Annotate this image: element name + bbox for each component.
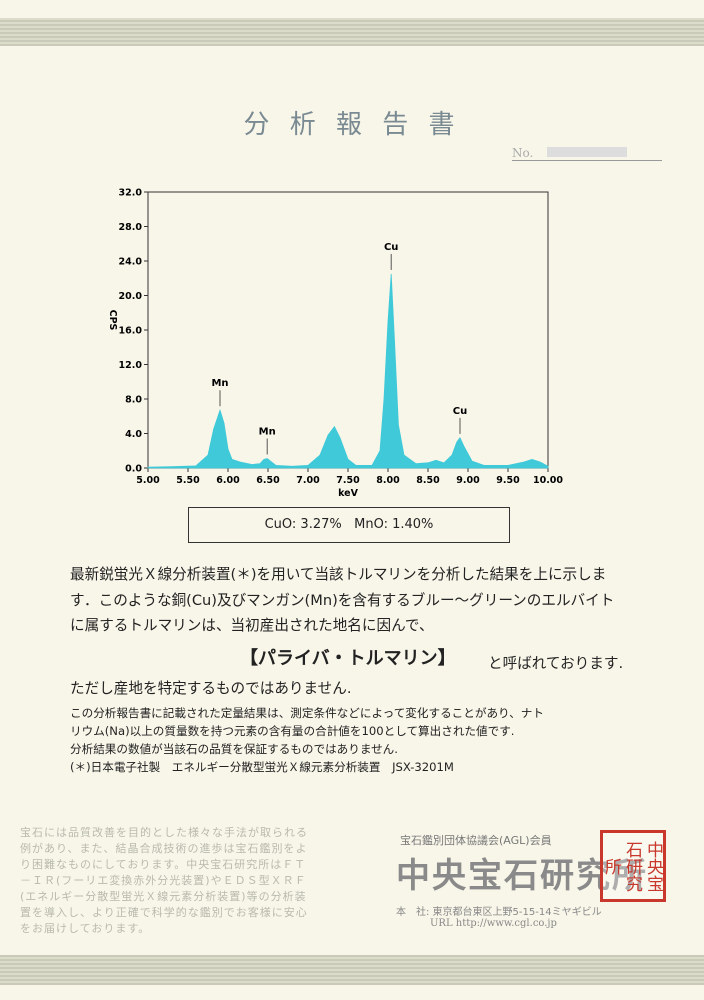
redacted-number [547, 147, 628, 157]
url: URL http://www.cgl.co.jp [430, 918, 557, 929]
y-axis-label: CPS [107, 310, 118, 331]
body-line: 最新鋭蛍光Ｘ線分析装置(＊)を用いて当該トルマリンを分析した結果を上に示しま [70, 566, 607, 583]
disclaimer-line: をお届けしております。 [20, 922, 151, 935]
y-tick-label: 0.0 [125, 464, 142, 475]
disclaimer-line: り困難なものにしております。中央宝石研究所はＦＴ [20, 858, 307, 871]
note: (＊)日本電子社製 エネルギー分散型蛍光Ｘ線元素分析装置 JSX-3201M [70, 760, 454, 774]
report-number: No. [512, 146, 662, 161]
x-tick-label: 10.00 [533, 475, 563, 486]
y-tick-label: 20.0 [119, 291, 143, 302]
y-tick-label: 16.0 [119, 326, 143, 337]
body-line: に属するトルマリンは、当初産出された地名に因んで、 [70, 617, 434, 634]
x-tick-label: 8.50 [416, 475, 440, 486]
result-box: CuO: 3.27% MnO: 1.40% [188, 507, 510, 543]
disclaimer-line: (エネルギー分散型蛍光Ｘ線元素分析装置)等の分析装 [20, 890, 307, 903]
number-label: No. [512, 146, 534, 160]
y-tick-label: 8.0 [125, 395, 142, 406]
bottom-border [0, 955, 704, 985]
y-tick-label: 4.0 [125, 429, 142, 440]
y-tick-label: 28.0 [119, 222, 143, 233]
disclaimer-line: 置を導入し、より正確で科学的な鑑別でお客様に安心 [20, 906, 308, 919]
plot-frame [147, 191, 549, 469]
x-tick-label: 7.50 [336, 475, 360, 486]
x-axis-label: keV [338, 488, 359, 499]
spectrum-chart: 0.0 4.0 8.0 12.0 16.0 20.0 24.0 28.0 32.0 5.00 5.5… [107, 188, 563, 500]
x-tick-label: 9.00 [456, 475, 480, 486]
company-name: 中央宝石研究所 [396, 856, 648, 896]
x-tick-label: 5.50 [176, 475, 200, 486]
y-tick-label: 12.0 [119, 360, 143, 371]
disclaimer-line: 宝石には品質改善を目的とした様々な手法が取られる [20, 826, 308, 839]
seal: 中央宝石研究所 [600, 830, 666, 902]
y-tick-label: 32.0 [119, 188, 143, 199]
peak-label: Cu [384, 242, 398, 253]
y-tick-label: 24.0 [119, 257, 143, 268]
disclaimer-line: 例があり、また、結晶合成技術の進歩は宝石鑑別をよ [20, 842, 308, 855]
x-tick-label: 9.50 [496, 475, 520, 486]
name-suffix: と呼ばれております. [488, 655, 624, 672]
body-line: す．このような銅(Cu)及びマンガン(Mn)を含有するブルー～グリーンのエルバイ… [70, 592, 615, 609]
disclaimer-line: －ＩＲ(フーリエ変換赤外分光装置)やＥＤＳ型ＸＲＦ [20, 874, 307, 887]
membership: 宝石鑑別団体協議会(AGL)会員 [400, 834, 552, 847]
stone-name: 【パライバ・トルマリン】 [240, 648, 456, 669]
x-tick-label: 8.00 [376, 475, 400, 486]
note: 分析結果の数値が当該石の品質を保証するものではありません. [70, 742, 398, 756]
x-tick-label: 6.50 [256, 475, 280, 486]
top-border [0, 18, 704, 46]
peak-label: Mn [211, 378, 228, 389]
body-line: ただし産地を特定するものではありません. [70, 680, 352, 697]
x-tick-label: 5.00 [136, 475, 160, 486]
address: 本 社: 東京都台東区上野5-15-14ミヤギビル [396, 907, 602, 918]
report-title: 分 析 報 告 書 [243, 110, 461, 140]
x-tick-label: 6.00 [216, 475, 240, 486]
x-tick-label: 7.00 [296, 475, 320, 486]
peak-label: Cu [453, 406, 467, 417]
note: リウム(Na)以上の質量数を持つ元素の含有量の合計値を100として算出された値で… [70, 724, 515, 738]
note: この分析報告書に記載された定量結果は、測定条件などによって変化することがあり、ナ… [70, 706, 544, 720]
spectrum-area [147, 273, 549, 469]
peak-label: Mn [259, 427, 276, 438]
